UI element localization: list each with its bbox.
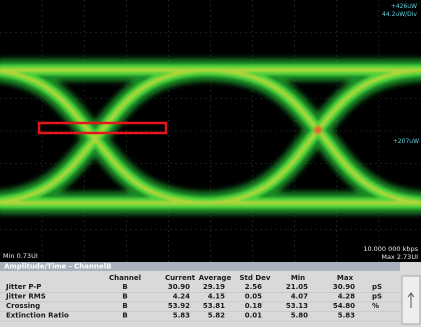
cell: 5.80 — [291, 312, 308, 320]
scale-top: +426uW — [391, 3, 417, 10]
cell: 53.92 — [168, 302, 190, 310]
cell: 29.19 — [203, 283, 225, 291]
column-header: Average — [199, 274, 232, 282]
row-label: Extinction Ratio — [6, 312, 69, 320]
row-label: Crossing — [6, 302, 40, 310]
measurement-table: Amplitude/Time - ChannelB Channel Current… — [0, 262, 421, 327]
cell: 0.01 — [245, 312, 262, 320]
cell: 4.28 — [338, 293, 355, 301]
cell: 21.05 — [286, 283, 308, 291]
x-min: Min 0.73UI — [3, 252, 38, 260]
eye-diagram: +426uW 44.2uW/Div +207uW Min 0.73UI 10.0… — [0, 0, 421, 262]
cell: 4.15 — [208, 293, 225, 301]
cell: 30.90 — [333, 283, 355, 291]
crossing-hotspot — [314, 126, 322, 134]
scale-div: 44.2uW/Div — [382, 11, 417, 18]
cell: 2.56 — [245, 283, 262, 291]
cell: 0.18 — [245, 302, 262, 310]
table-title: Amplitude/Time - ChannelB — [4, 263, 111, 271]
cell: B — [122, 283, 127, 291]
x-max: Max 2.73UI — [381, 253, 418, 261]
cell: B — [122, 312, 127, 320]
column-header: Channel — [109, 274, 141, 282]
cell: 5.82 — [208, 312, 225, 320]
cell: 54.80 — [333, 302, 355, 310]
cell: pS — [372, 283, 382, 291]
cell: 30.90 — [168, 283, 190, 291]
cell: B — [122, 302, 127, 310]
cell: 53.13 — [286, 302, 308, 310]
cell: 5.83 — [173, 312, 190, 320]
column-header: Std Dev — [240, 274, 271, 282]
column-header: Min — [291, 274, 305, 282]
screen: +426uW 44.2uW/Div +207uW Min 0.73UI 10.0… — [0, 0, 421, 327]
measurement-panel: Amplitude/Time - ChannelB Channel Current… — [0, 262, 421, 327]
cell: % — [372, 302, 379, 310]
row-label: Jitter P-P — [5, 283, 41, 291]
bit-rate: 10.000 000 kbps — [363, 245, 418, 253]
column-header: Current — [165, 274, 196, 282]
row-label: Jitter RMS — [5, 293, 46, 301]
cell: 4.07 — [291, 293, 308, 301]
scale-mid: +207uW — [393, 138, 419, 145]
cell: 0.05 — [245, 293, 262, 301]
cell: 4.24 — [173, 293, 190, 301]
cell: B — [122, 293, 127, 301]
column-header: Max — [337, 274, 354, 282]
cell: 53.81 — [203, 302, 225, 310]
cell: 5.83 — [338, 312, 355, 320]
cell: pS — [372, 293, 382, 301]
